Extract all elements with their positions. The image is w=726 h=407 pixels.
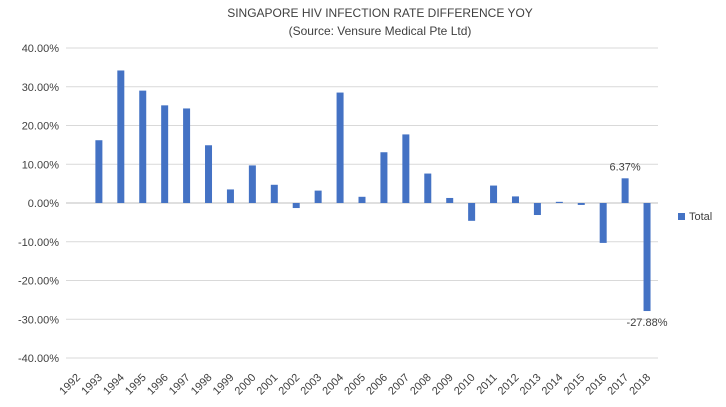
bar-1994: [117, 70, 125, 203]
x-tick-label: 2001: [255, 372, 281, 398]
legend: Total: [678, 211, 712, 223]
chart-title: SINGAPORE HIV INFECTION RATE DIFFERENCE …: [227, 6, 533, 20]
x-tick-label: 1994: [101, 372, 127, 398]
x-tick-label: 2004: [320, 372, 346, 398]
x-tick-label: 1998: [189, 372, 215, 398]
x-tick-label: 2003: [298, 372, 324, 398]
y-tick-label: -40.00%: [18, 353, 59, 365]
y-tick-label: 30.00%: [22, 82, 60, 94]
x-tick-label: 2011: [474, 372, 499, 397]
x-tick-label: 2013: [518, 372, 544, 398]
x-tick-label: 2009: [430, 372, 456, 398]
y-tick-label: -20.00%: [18, 276, 59, 288]
x-tick-label: 2018: [627, 372, 653, 398]
x-tick-label: 2015: [562, 372, 588, 398]
x-tick-label: 2002: [277, 372, 303, 398]
data-labels: 6.37% -27.88%: [610, 161, 668, 329]
bar-2009: [446, 197, 454, 203]
bar-1997: [183, 108, 191, 203]
bar-2007: [402, 134, 410, 203]
bar-1998: [205, 145, 213, 203]
x-tick-label: 2017: [605, 372, 631, 398]
x-axis-tick-labels: 1992199319941995199619971998199920002001…: [57, 372, 653, 398]
x-tick-label: 2014: [540, 372, 566, 398]
x-tick-label: 2008: [408, 372, 434, 398]
legend-swatch: [678, 213, 685, 220]
x-tick-label: 2005: [342, 372, 368, 398]
bar-2017: [621, 178, 629, 203]
legend-label: Total: [689, 211, 712, 223]
bar-2008: [424, 173, 432, 203]
x-tick-label: 1993: [79, 372, 105, 398]
x-tick-label: 1997: [167, 372, 193, 398]
bar-2012: [511, 196, 519, 203]
bar-2015: [577, 203, 585, 205]
bar-2014: [555, 201, 563, 203]
x-tick-label: 2016: [584, 372, 610, 398]
bar-2001: [270, 184, 278, 203]
x-tick-label: 2012: [496, 372, 522, 398]
bar-1996: [161, 105, 169, 203]
bar-2003: [314, 190, 322, 203]
bars: [95, 70, 651, 312]
x-tick-label: 1995: [123, 372, 149, 398]
bar-2005: [358, 196, 366, 203]
y-tick-label: -10.00%: [18, 237, 59, 249]
bar-1999: [226, 189, 234, 203]
x-tick-label: 1996: [145, 372, 171, 398]
chart-subtitle: (Source: Vensure Medical Pte Ltd): [289, 24, 472, 38]
bar-2018: [643, 203, 651, 312]
x-tick-label: 1992: [57, 372, 83, 398]
bar-1995: [139, 90, 147, 203]
y-tick-label: -30.00%: [18, 314, 59, 326]
x-tick-label: 2007: [386, 372, 412, 398]
bar-2010: [468, 203, 476, 221]
y-tick-label: 0.00%: [28, 198, 59, 210]
bar-2011: [490, 185, 498, 203]
y-tick-label: 20.00%: [22, 121, 60, 133]
bar-2013: [533, 203, 541, 216]
bar-2002: [292, 203, 300, 209]
x-tick-label: 2000: [233, 372, 259, 398]
y-tick-label: 40.00%: [22, 43, 60, 55]
x-tick-label: 2006: [364, 372, 390, 398]
data-label-2017: 6.37%: [610, 161, 641, 173]
bar-2016: [599, 203, 607, 243]
data-label-2018: -27.88%: [627, 317, 668, 329]
x-tick-label: 1999: [211, 372, 237, 398]
y-tick-label: 10.00%: [22, 159, 60, 171]
bar-2006: [380, 152, 388, 203]
y-axis-tick-labels: -40.00% -30.00% -20.00% -10.00% 0.00% 10.00% 2…: [18, 43, 59, 365]
bar-2000: [248, 165, 256, 203]
bar-2004: [336, 92, 344, 203]
x-tick-label: 2010: [452, 372, 478, 398]
bar-1993: [95, 140, 103, 203]
